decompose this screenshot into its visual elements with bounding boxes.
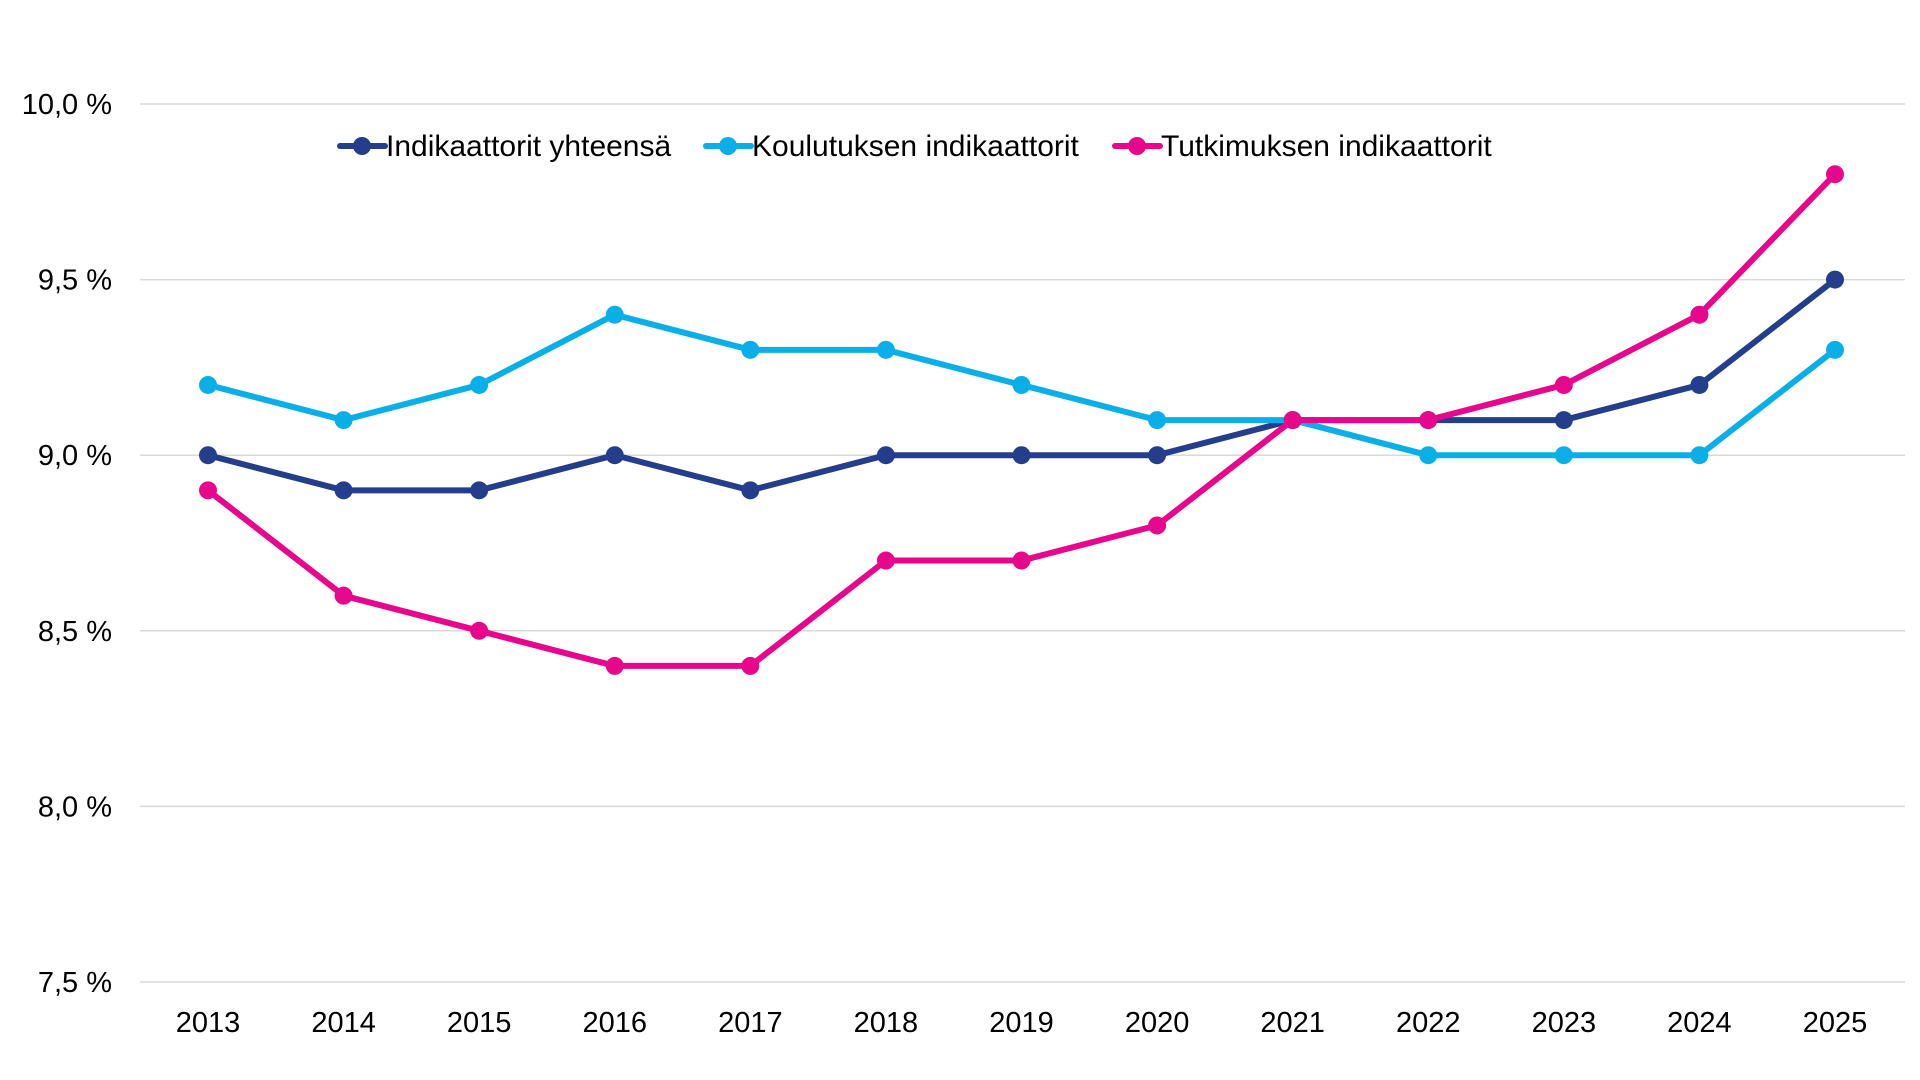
data-point [1826,165,1844,184]
data-point [470,481,489,500]
data-point [334,481,353,500]
y-axis-ticks: 7,5 % 8,0 % 8,5 % 9,0 % 9,5 % 10,0 % [22,89,112,999]
x-tick-label: 2022 [1396,1007,1461,1039]
data-point [1419,446,1438,465]
data-point [1690,305,1709,324]
series-3 [199,165,1844,675]
legend-entry: Tutkimuksen indikaattorit [1112,130,1492,163]
x-tick-label: 2017 [718,1007,783,1039]
y-tick-label: 8,5 % [38,616,112,648]
y-tick-label: 8,0 % [38,791,112,823]
data-point [1690,375,1709,394]
data-point [334,586,353,605]
data-point [199,446,217,465]
data-point [199,375,217,394]
y-tick-label: 9,0 % [38,440,112,472]
legend-marker [353,137,371,155]
data-point [1554,446,1573,465]
x-tick-label: 2024 [1667,1007,1732,1039]
series-lines [199,165,1844,675]
y-tick-label: 7,5 % [38,967,112,999]
series-line [205,171,1838,669]
gridlines [140,103,1905,983]
data-point [741,481,760,500]
data-point [470,375,489,394]
data-point [1690,446,1709,465]
x-tick-label: 2013 [176,1007,241,1039]
data-point [605,656,624,675]
legend-label: Koulutuksen indikaattorit [752,130,1080,163]
data-point [1554,375,1573,394]
x-tick-label: 2019 [989,1007,1054,1039]
data-point [1148,446,1167,465]
x-tick-label: 2021 [1260,1007,1325,1039]
y-tick-label: 9,5 % [38,265,112,297]
data-point [1148,411,1167,430]
data-point [876,446,895,465]
data-point [1148,516,1167,535]
data-point [1826,270,1844,289]
data-point [1826,340,1844,359]
legend-label: Indikaattorit yhteensä [386,130,671,163]
legend-marker [719,137,737,155]
data-point [605,446,624,465]
data-point [334,411,353,430]
x-tick-label: 2014 [311,1007,376,1039]
data-point [876,340,895,359]
data-point [1554,411,1573,430]
x-tick-label: 2018 [854,1007,919,1039]
data-point [1283,411,1302,430]
x-tick-label: 2023 [1532,1007,1597,1039]
data-point [605,305,624,324]
data-point [876,551,895,570]
legend-entry: Koulutuksen indikaattorit [703,130,1080,163]
x-axis-ticks: 2013 2014 2015 2016 2017 2018 2019 2020 2021 2022… [176,1007,1868,1039]
x-tick-label: 2015 [447,1007,512,1039]
data-point [1012,446,1031,465]
data-point [1419,411,1438,430]
legend-label: Tutkimuksen indikaattorit [1161,130,1492,163]
data-point [1012,375,1031,394]
data-point [741,340,760,359]
legend-marker [1128,137,1146,155]
data-point [199,481,217,500]
series-2 [199,305,1844,465]
y-tick-label: 10,0 % [22,89,112,121]
legend-entry: Indikaattorit yhteensä [337,130,671,163]
legend: Indikaattorit yhteensä Koulutuksen indika… [337,130,1492,163]
data-point [470,621,489,640]
data-point [741,656,760,675]
x-tick-label: 2020 [1125,1007,1190,1039]
x-tick-label: 2025 [1803,1007,1868,1039]
x-tick-label: 2016 [582,1007,647,1039]
data-point [1012,551,1031,570]
